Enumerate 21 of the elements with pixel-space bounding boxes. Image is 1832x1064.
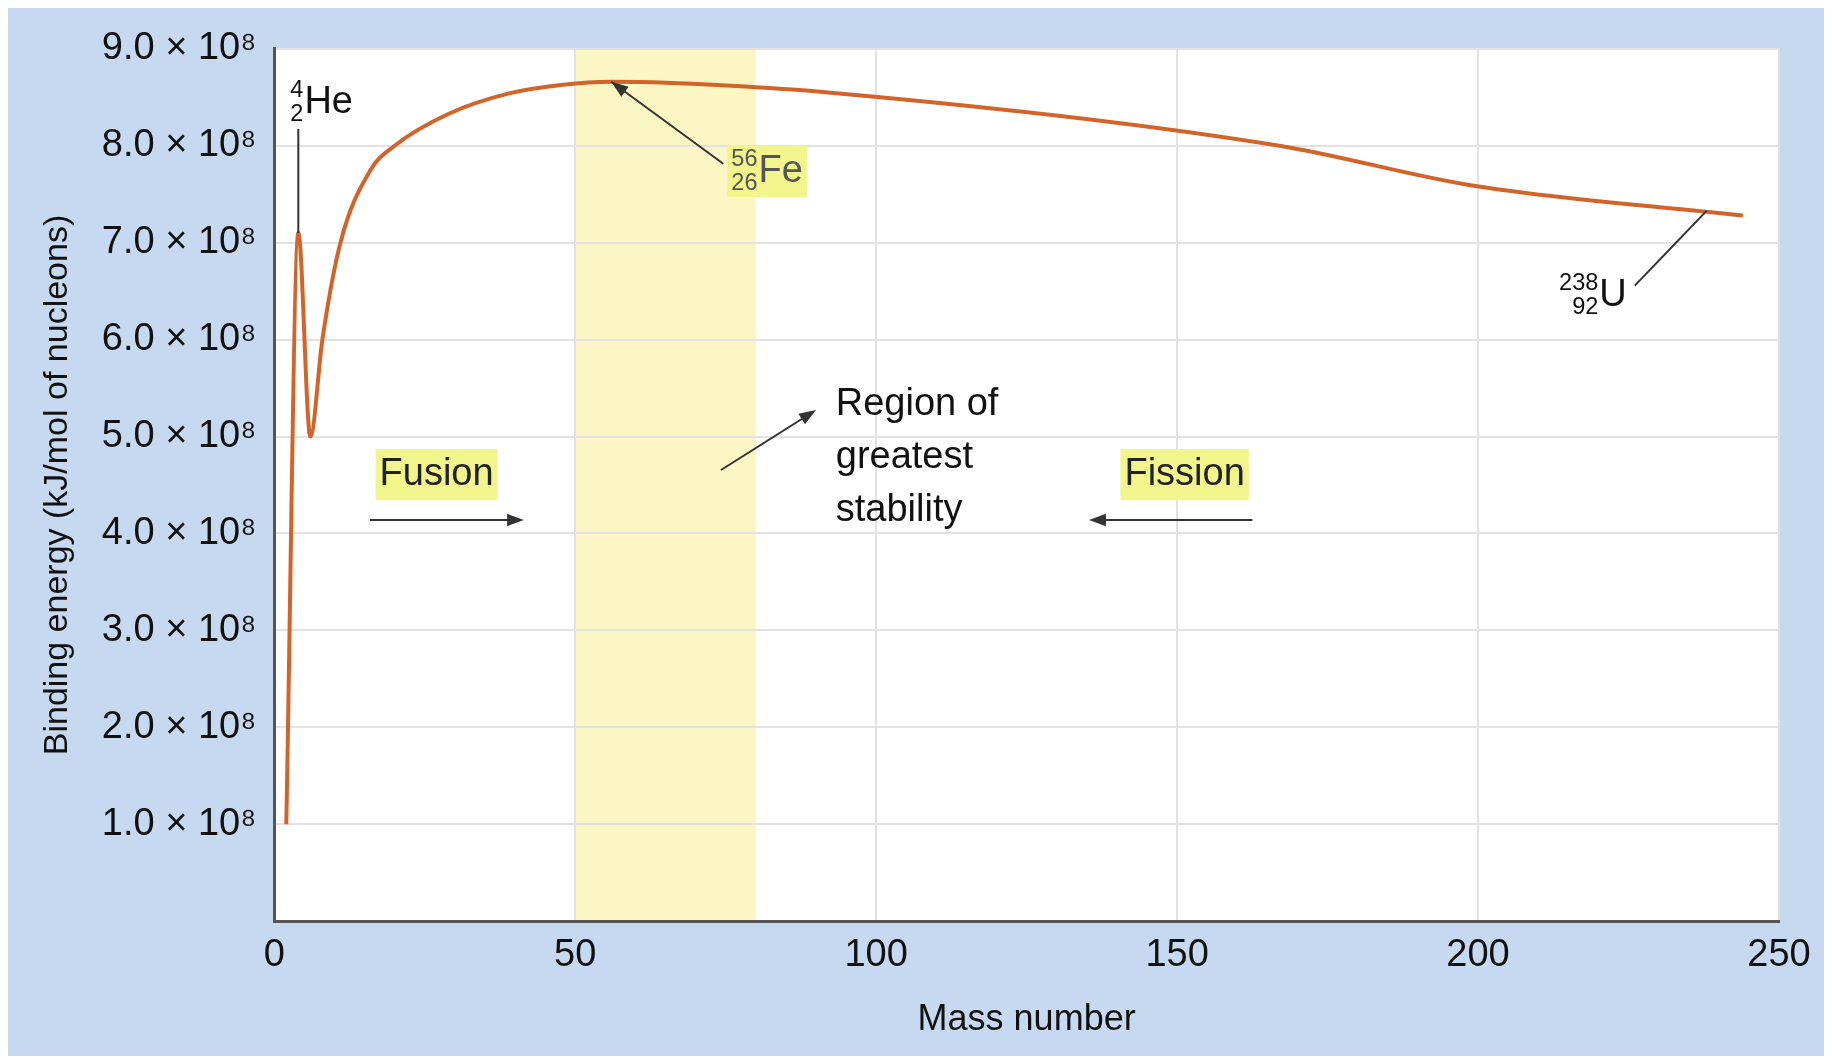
y-tick-label: 5.0 × 10⁸ <box>101 413 257 456</box>
x-tick-label: 150 <box>1145 932 1209 975</box>
band-label: Region of greatest stability <box>835 381 999 530</box>
y-tick-label: 9.0 × 10⁸ <box>101 25 257 68</box>
x-tick-label: 100 <box>844 932 908 975</box>
annotation: Fusion <box>379 451 494 493</box>
x-tick-label: 200 <box>1446 932 1510 975</box>
y-tick-label: 3.0 × 10⁸ <box>101 606 257 649</box>
y-tick-label: 4.0 × 10⁸ <box>101 509 257 552</box>
x-axis-title: Mass number <box>917 997 1136 1039</box>
x-tick-label: 250 <box>1747 932 1811 975</box>
annotation: Fission <box>1124 451 1245 493</box>
y-tick-label: 7.0 × 10⁸ <box>101 219 257 262</box>
line-series <box>284 79 1745 827</box>
x-tick-label: 0 <box>263 932 285 975</box>
y-tick-label: 1.0 × 10⁸ <box>101 800 257 843</box>
y-tick-label: 8.0 × 10⁸ <box>101 122 257 165</box>
x-tick-label: 50 <box>554 932 597 975</box>
y-axis-title: Binding energy (kJ/mol of nucleons) <box>35 214 74 756</box>
y-tick-label: 2.0 × 10⁸ <box>101 703 257 746</box>
y-tick-label: 6.0 × 10⁸ <box>101 316 257 359</box>
